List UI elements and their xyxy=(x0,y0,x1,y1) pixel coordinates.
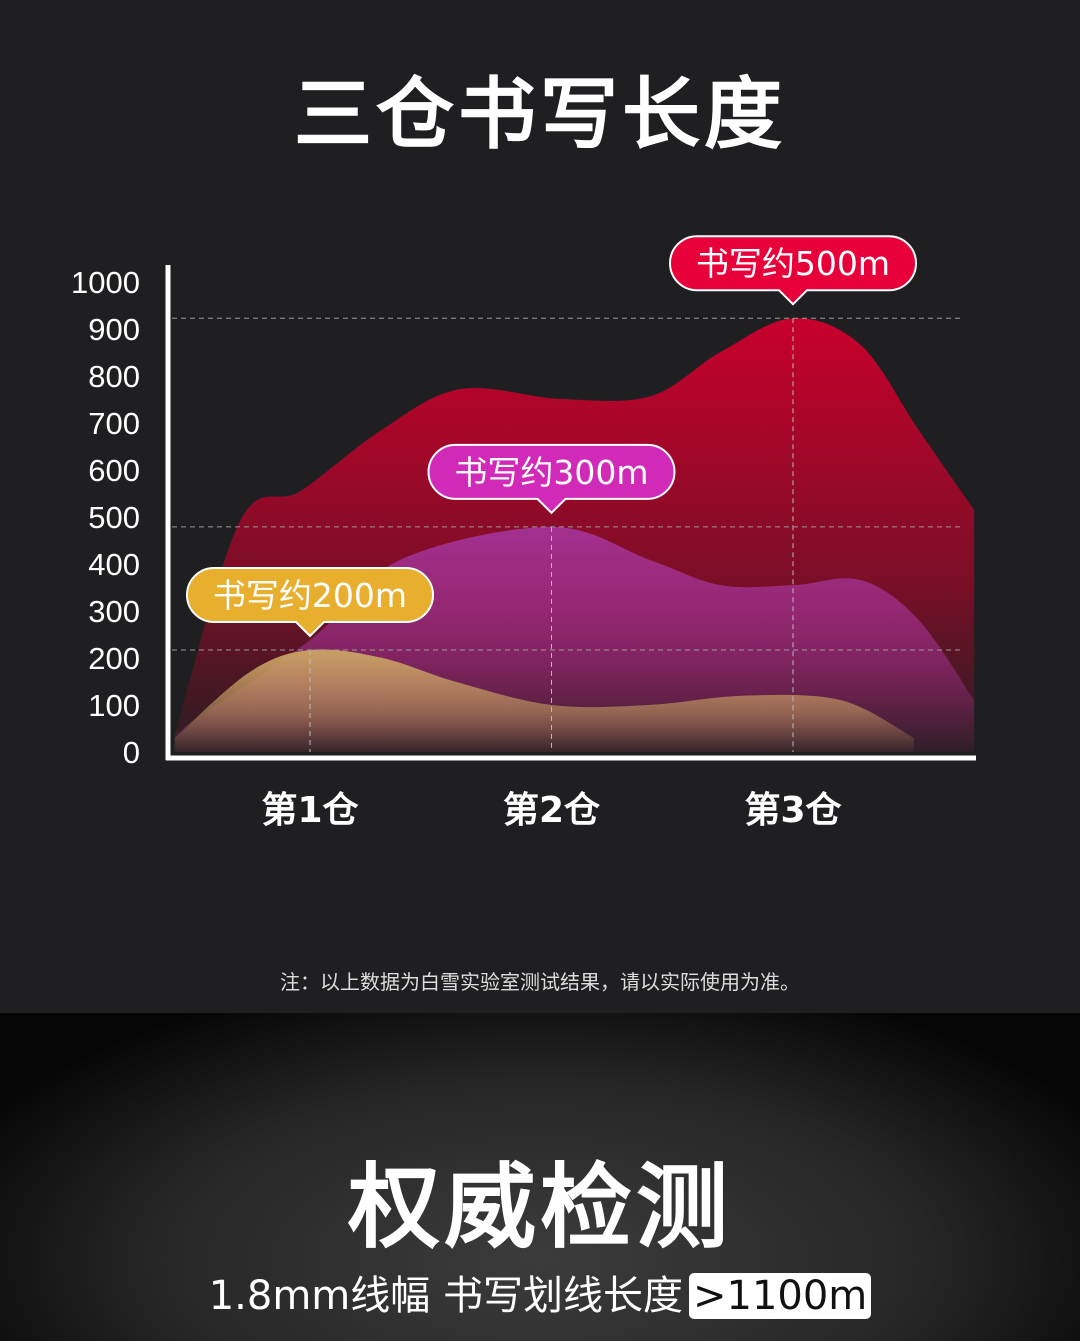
y-tick-label: 600 xyxy=(88,453,140,488)
area-chart: 0 100 200 300 400 500 600 700 800 900 1000 第1仓 第2仓 第3… xyxy=(71,235,976,831)
y-tick-label: 1000 xyxy=(71,265,140,300)
y-tick-label: 500 xyxy=(88,500,140,535)
x-tick-label: 第3仓 xyxy=(744,790,841,831)
y-tick-label: 200 xyxy=(88,641,140,676)
chart-section: 三仓书写长度 0 100 200 300 400 500 600 700 800 900 1000 第… xyxy=(71,70,976,994)
page-title: 三仓书写长度 xyxy=(293,70,786,160)
subtitle-text: 1.8mm线幅 书写划线长度 xyxy=(208,1273,683,1319)
area-series-3 xyxy=(174,649,914,752)
callout-text: 书写约200m xyxy=(213,576,407,615)
y-tick-label: 900 xyxy=(88,312,140,347)
callout-2: 书写约300m xyxy=(427,443,676,515)
y-tick-label: 400 xyxy=(88,547,140,582)
section-subtitle: 1.8mm线幅 书写划线长度 >1100m xyxy=(0,1263,1080,1321)
y-tick-label: 100 xyxy=(88,688,140,723)
x-tick-label: 第1仓 xyxy=(261,790,358,831)
y-tick-label: 0 xyxy=(123,735,140,770)
footnote: 注：以上数据为白雪实验室测试结果，请以实际使用为准。 xyxy=(280,970,800,994)
length-badge: >1100m xyxy=(688,1273,872,1319)
y-tick-label: 800 xyxy=(88,359,140,394)
certification-section: 权威检测 1.8mm线幅 书写划线长度 >1100m xyxy=(0,1013,1080,1341)
y-tick-label: 700 xyxy=(88,406,140,441)
section-title: 权威检测 xyxy=(347,1154,732,1261)
callout-text: 书写约300m xyxy=(454,453,648,492)
callout-3: 书写约200m xyxy=(186,567,434,638)
callout-text: 书写约500m xyxy=(696,244,890,283)
callout-1: 书写约500m xyxy=(669,235,917,306)
x-tick-label: 第2仓 xyxy=(503,790,600,831)
y-tick-label: 300 xyxy=(88,594,140,629)
